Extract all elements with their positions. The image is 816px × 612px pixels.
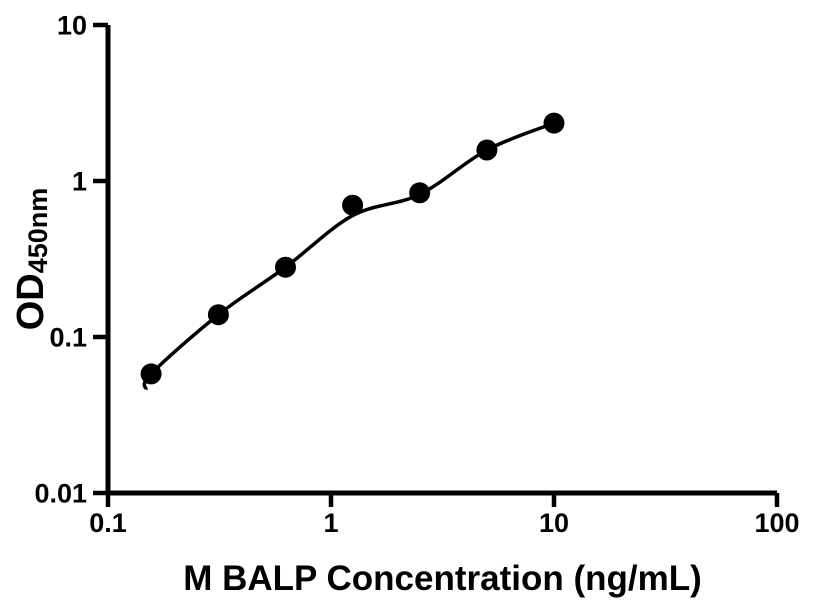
fit-curve	[142, 121, 555, 391]
y-tick-label: 0.1	[49, 323, 87, 353]
axis-spines	[105, 25, 777, 496]
x-tick-label: 1	[323, 508, 338, 538]
x-tick-label: 100	[754, 508, 799, 538]
x-tick-label: 10	[539, 508, 569, 538]
data-point	[275, 256, 296, 278]
data-point	[342, 194, 364, 216]
y-axis-title-subscript: 450nm	[23, 187, 53, 274]
data-point	[543, 112, 565, 134]
y-axis-title-main: OD	[10, 273, 52, 331]
x-tick-label: 0.1	[89, 508, 127, 538]
x-axis-title: M BALP Concentration (ng/mL)	[183, 559, 702, 598]
y-tick-label: 1	[72, 167, 87, 197]
data-point	[140, 363, 162, 385]
data-point	[476, 139, 498, 161]
data-point	[207, 304, 229, 326]
y-tick-label: 10	[57, 11, 87, 41]
y-tick-label: 0.01	[34, 479, 87, 509]
y-axis-title: OD450nm	[10, 187, 53, 331]
data-point	[409, 182, 431, 204]
